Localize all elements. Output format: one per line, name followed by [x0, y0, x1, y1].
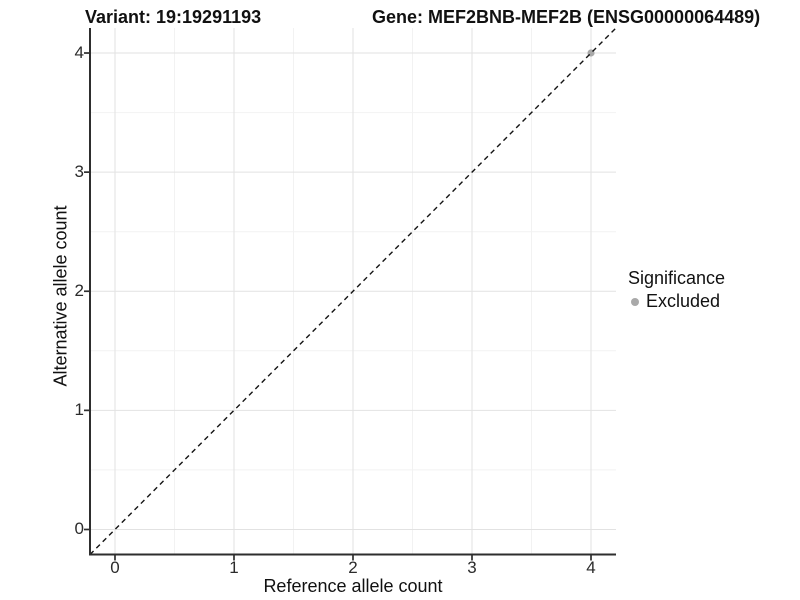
y-tick-label: 2 [74, 281, 84, 301]
legend-title: Significance [628, 268, 726, 288]
legend: Significance Excluded [628, 268, 725, 312]
x-tick-label: 2 [348, 558, 358, 577]
y-tick-label: 0 [74, 519, 84, 539]
y-tick-label: 1 [74, 400, 84, 420]
legend-key-dot-icon [631, 297, 639, 306]
x-tick-label: 3 [467, 558, 477, 577]
x-tick-label: 0 [110, 558, 120, 577]
y-axis-title: Alternative allele count [50, 205, 71, 387]
legend-entries: Excluded [628, 291, 725, 312]
x-tick-label: 4 [586, 558, 596, 577]
x-tick-label: 1 [229, 558, 239, 577]
gene-title: Gene: MEF2BNB-MEF2B (ENSG00000064489) [372, 7, 761, 27]
y-tick-label: 4 [74, 43, 84, 62]
legend-entry-label: Excluded [646, 291, 721, 311]
identity-line [89, 27, 617, 555]
variant-title: Variant: 19:19291193 [85, 7, 262, 27]
legend-entry: Excluded [628, 291, 725, 312]
y-tick-label: 3 [74, 162, 84, 182]
x-axis-title: Reference allele count [263, 576, 443, 596]
